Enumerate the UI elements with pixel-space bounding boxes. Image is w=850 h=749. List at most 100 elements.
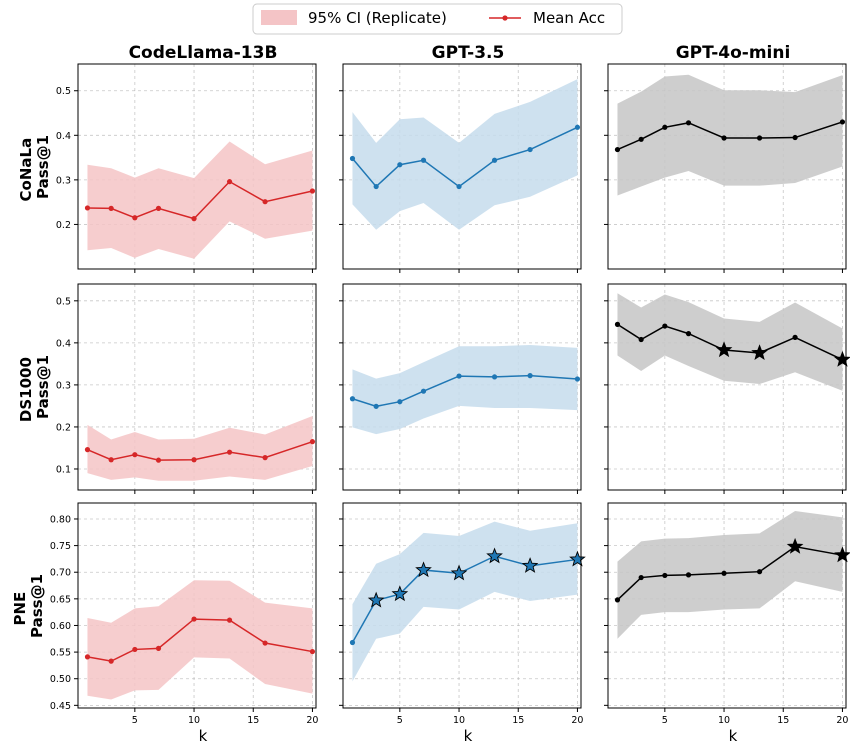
x-axis-label-col2: k [464,727,473,745]
mean-point [108,205,114,211]
mean-line [87,180,313,220]
y-tick-label: 0.2 [56,220,71,231]
y-tick-label: 0.80 [50,514,71,525]
row-label-pne: PNE Pass@1 [11,574,46,638]
mean-point [527,146,533,153]
plot-area [614,293,843,391]
mean-point-star [391,585,409,602]
mean-point [349,396,356,402]
row-label-ds1000-line2: Pass@1 [34,355,52,419]
mean-point [397,162,403,168]
x-axis-label-col1: k [199,727,208,745]
legend-ci-label: 95% CI (Replicate) [308,9,447,27]
mean-point-star [834,350,850,367]
panel-conala-codellama-13b: 0.2 0.3 0.4 0.5 [56,63,317,273]
mean-point-star [367,591,385,608]
ci-band [617,510,843,639]
y-tick-label: 0.4 [56,131,71,142]
legend: 95% CI (Replicate) Mean Acc [252,3,623,35]
mean-point [792,134,798,141]
legend-ci-swatch [261,10,297,25]
row-label-conala: CoNaLa Pass@1 [17,133,52,202]
y-tick-label: 0.2 [56,422,71,433]
mean-point [491,157,498,163]
mean-point [226,179,233,185]
mean-point [614,146,621,153]
plot-area [84,416,316,481]
mean-point [685,331,692,337]
mean-point [132,646,138,653]
row-label-conala-line1: CoNaLa [17,138,35,202]
mean-point [527,373,533,379]
x-tick-label: 5 [132,715,138,726]
mean-point [132,215,138,221]
mean-point [638,574,644,581]
ci-band [87,416,313,481]
x-tick-label: 15 [247,715,259,726]
row-label-ds1000-line1: DS1000 [17,357,35,422]
axes-frame [77,63,317,270]
ci-band [87,580,313,700]
legend-frame [252,3,623,35]
mean-point [349,155,356,162]
y-tick-label: 0.3 [56,380,71,391]
mean-point [614,321,621,327]
mean-line [616,545,843,601]
mean-point [420,157,427,163]
x-tick-label: 20 [306,715,318,726]
y-tick-label: 0.5 [56,296,71,307]
mean-point [662,323,668,329]
x-tick-label: 20 [571,715,583,726]
panel-pne-gpt-3-5: 5 10 15 20 [339,502,586,726]
x-axis-label-col3: k [729,727,738,745]
mean-point-star [786,537,804,554]
mean-line [87,440,313,461]
mean-point-star [521,557,539,573]
x-tick-label: 20 [836,715,848,726]
panel-ds1000-gpt-4o-mini [604,283,850,494]
plot-area [614,510,843,639]
mean-point [491,374,498,380]
y-tick-label: 0.50 [50,674,71,685]
mean-point-star [715,341,733,358]
mean-point [638,136,644,142]
x-tick-label: 15 [512,715,524,726]
row-label-pne-line1: PNE [11,592,29,626]
mean-point [756,135,763,141]
axes-frame [77,502,317,709]
mean-point [191,457,197,463]
plot-area [349,521,578,682]
y-tick-label: 0.65 [50,594,71,605]
mean-point [614,597,621,603]
row-label-pne-line2: Pass@1 [28,574,46,638]
mean-point [108,457,114,463]
mean-point [373,183,379,190]
mean-point [262,199,268,205]
mean-point [84,205,91,211]
ci-band [617,293,843,391]
mean-point [132,452,138,458]
plot-area [614,74,846,196]
y-tick-label: 0.4 [56,338,71,349]
mean-point [309,188,316,194]
mean-point [685,572,692,578]
mean-point-star [450,564,468,581]
legend-mean-marker [502,15,508,21]
mean-point [456,373,462,379]
x-tick-label: 10 [453,715,465,726]
mean-point [309,439,316,445]
axes-frame [607,283,847,491]
mean-point [456,183,462,190]
mean-point [574,376,581,382]
mean-point [721,570,727,576]
mean-point [721,135,727,141]
axes-frame [607,63,847,270]
row-label-conala-line2: Pass@1 [34,135,52,199]
mean-point [191,616,197,622]
plot-area [84,141,316,259]
y-tick-label: 0.1 [56,464,71,475]
mean-point-star [486,547,503,564]
row-label-ds1000: DS1000 Pass@1 [17,352,52,422]
mean-point [191,216,197,222]
panel-ds1000-gpt-3-5 [339,283,582,494]
